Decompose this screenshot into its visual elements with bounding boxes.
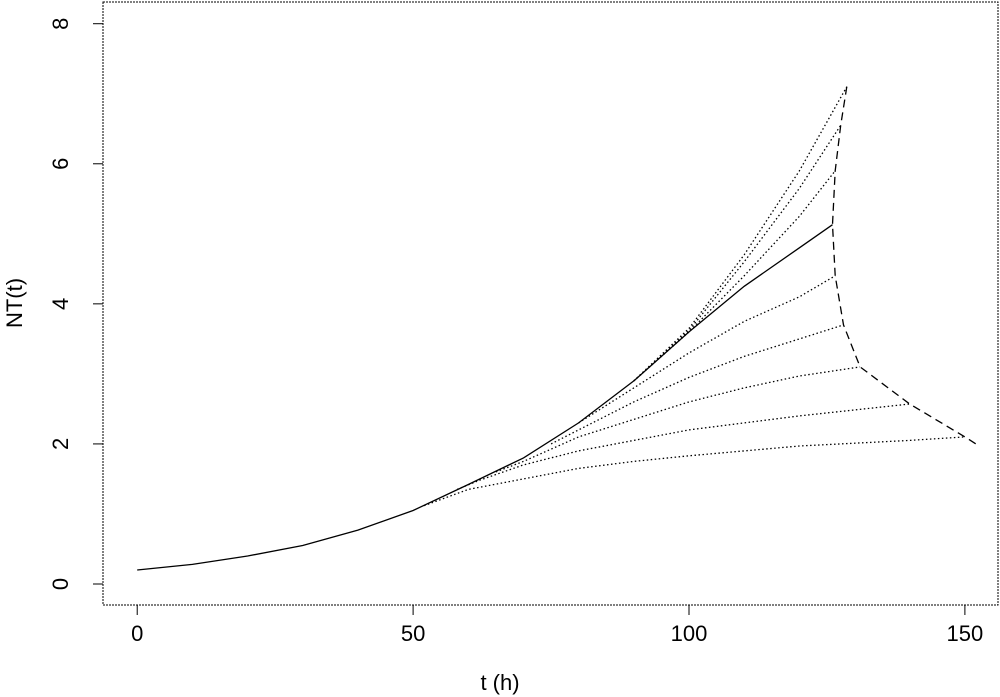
x-tick-label: 50: [401, 621, 425, 646]
x-tick-label: 150: [947, 621, 984, 646]
y-tick-label: 4: [48, 298, 73, 310]
y-tick-label: 2: [48, 438, 73, 450]
x-axis-label: t (h): [480, 670, 519, 695]
x-tick-label: 100: [671, 621, 708, 646]
y-tick-label: 8: [48, 18, 73, 30]
curve: [550, 324, 844, 445]
curve: [578, 275, 836, 424]
x-tick-label: 0: [131, 621, 143, 646]
y-tick-label: 6: [48, 158, 73, 170]
y-axis-label: NT(t): [2, 278, 27, 328]
curve: [456, 403, 910, 491]
plot-frame: [102, 1, 999, 606]
y-tick-label: 0: [48, 578, 73, 590]
curve: [831, 86, 977, 445]
curve: [495, 366, 861, 473]
curve: [633, 86, 848, 382]
curve: [137, 224, 833, 571]
curve: [423, 436, 965, 507]
curve: [633, 170, 836, 382]
curve: [633, 124, 842, 382]
